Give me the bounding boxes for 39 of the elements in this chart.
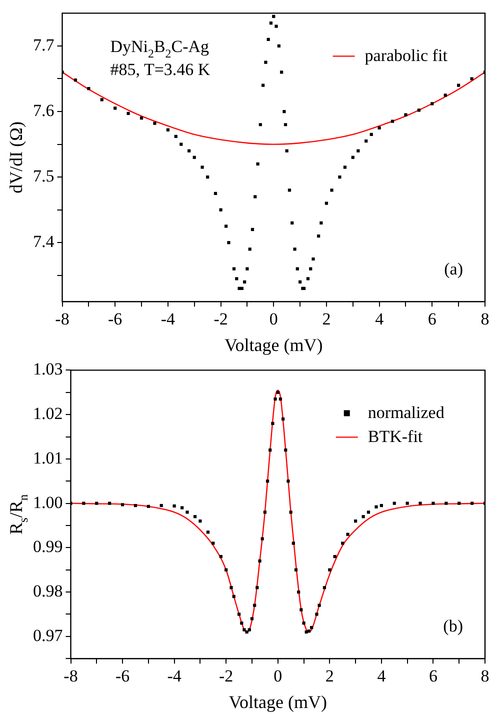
y-tick-label: 0.98 [33,582,63,601]
x-tick-label: -6 [108,309,122,328]
x-tick-label: 2 [325,666,334,686]
x-axis-title: Voltage (mV) [224,335,323,355]
annotation: (a) [444,260,464,279]
y-tick-label: 7.7 [33,35,55,54]
x-tick-label: 2 [322,309,331,328]
annotation: #85, T=3.46 K [110,60,211,80]
x-tick-label: -8 [64,666,78,686]
y-tick-label: 0.99 [33,537,63,556]
legend-label: normalized [368,403,445,422]
annotation: (b) [443,616,464,636]
y-tick-label: 7.4 [33,232,55,252]
y-axis-title: dV/dI (Ω) [6,121,26,194]
legend-label: parabolic fit [364,46,448,66]
x-tick-label: 6 [428,309,436,328]
x-tick-label: -2 [219,666,234,686]
y-tick-label: 1.02 [33,404,63,424]
y-tick-label: 7.5 [33,166,54,186]
x-tick-label: 8 [480,666,490,686]
x-tick-label: 8 [480,309,490,328]
x-tick-label: -6 [115,666,130,686]
x-axis-title: Voltage (mV) [228,692,327,712]
x-tick-label: -4 [160,309,176,328]
x-tick-label: -8 [55,309,70,328]
y-tick-label: 1.01 [33,448,63,468]
legend-label: BTK-fit [368,427,423,446]
y-tick-label: 7.6 [33,100,54,120]
x-tick-label: 0 [269,309,278,328]
y-tick-label: 0.97 [33,626,64,645]
y-tick-label: 1.03 [33,360,63,379]
y-axis-title: Rs/Rn [6,494,30,535]
x-tick-label: 4 [377,666,386,686]
y-tick-label: 1.00 [33,492,63,512]
x-tick-label: 4 [375,309,384,328]
x-tick-label: -2 [214,309,228,328]
x-tick-label: 6 [428,666,438,686]
x-tick-label: -4 [167,666,182,686]
x-tick-label: 0 [274,666,282,686]
